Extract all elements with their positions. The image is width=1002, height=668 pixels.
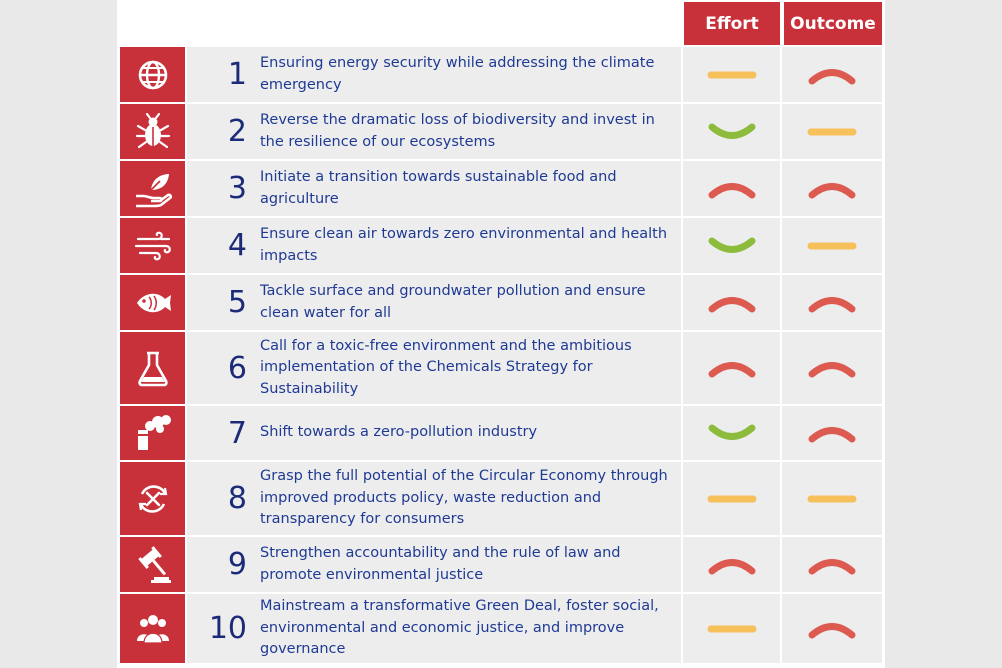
row-text-cell: 3 Initiate a transition towards sustainab…: [187, 161, 681, 216]
gavel-icon: [120, 537, 185, 592]
row-number: 3: [227, 171, 247, 206]
globe-icon: [120, 47, 185, 102]
people-icon: [120, 594, 185, 663]
effort-neutral-mark-icon: [683, 47, 780, 102]
row-number: 6: [227, 350, 247, 386]
hand-leaf-icon: [120, 161, 185, 216]
circular-tools-icon: [120, 462, 185, 535]
effort-good-mark-icon: [683, 218, 780, 273]
row-description: Tackle surface and groundwater pollution…: [260, 283, 646, 321]
row-description: Strengthen accountability and the rule o…: [260, 545, 621, 583]
outcome-bad-mark-icon: [782, 594, 882, 663]
row-description: Reverse the dramatic loss of biodiversit…: [260, 112, 655, 150]
row-description: Ensuring energy security while addressin…: [260, 55, 655, 93]
table-row: 9 Strengthen accountability and the rule …: [120, 537, 882, 592]
outcome-bad-mark-icon: [782, 161, 882, 216]
row-text-cell: 1 Ensuring energy security while addressi…: [187, 47, 681, 102]
row-text-cell: 5 Tackle surface and groundwater pollutio…: [187, 275, 681, 330]
row-text-cell: 4 Ensure clean air towards zero environme…: [187, 218, 681, 273]
outcome-neutral-mark-icon: [782, 104, 882, 159]
fish-icon: [120, 275, 185, 330]
table-row: 10 Mainstream a transformative Green Deal…: [120, 594, 882, 663]
row-number: 7: [227, 415, 247, 451]
row-text-cell: 9 Strengthen accountability and the rule …: [187, 537, 681, 592]
factory-icon: [120, 406, 185, 460]
table-row: 6 Call for a toxic-free environment and t…: [120, 332, 882, 404]
effort-good-mark-icon: [683, 104, 780, 159]
row-description: Call for a toxic-free environment and th…: [260, 337, 632, 397]
effort-bad-mark-icon: [683, 537, 780, 592]
outcome-bad-mark-icon: [782, 332, 882, 404]
row-text-cell: 7 Shift towards a zero-pollution industry: [187, 406, 681, 460]
outcome-bad-mark-icon: [782, 47, 882, 102]
row-description: Shift towards a zero-pollution industry: [260, 424, 538, 441]
row-description: Initiate a transition towards sustainabl…: [260, 169, 617, 207]
row-description: Grasp the full potential of the Circular…: [260, 468, 668, 528]
row-number: 2: [227, 114, 247, 149]
table-row: 1 Ensuring energy security while addressi…: [120, 47, 882, 102]
outcome-neutral-mark-icon: [782, 462, 882, 535]
row-text-cell: 8 Grasp the full potential of the Circula…: [187, 462, 681, 535]
bug-icon: [120, 104, 185, 159]
row-number: 5: [227, 285, 247, 320]
row-number: 9: [227, 547, 247, 582]
table-row: 8 Grasp the full potential of the Circula…: [120, 462, 882, 535]
outcome-header: Outcome: [784, 2, 882, 45]
row-number: 4: [227, 228, 247, 263]
row-description: Mainstream a transformative Green Deal, …: [260, 598, 659, 658]
outcome-bad-mark-icon: [782, 537, 882, 592]
table-row: 5 Tackle surface and groundwater pollutio…: [120, 275, 882, 330]
row-text-cell: 10 Mainstream a transformative Green Deal…: [187, 594, 681, 663]
row-text-cell: 2 Reverse the dramatic loss of biodiversi…: [187, 104, 681, 159]
effort-header: Effort: [684, 2, 780, 45]
table-row: 3 Initiate a transition towards sustainab…: [120, 161, 882, 216]
row-number: 1: [227, 57, 247, 92]
wind-icon: [120, 218, 185, 273]
row-number: 10: [208, 611, 247, 646]
effort-bad-mark-icon: [683, 275, 780, 330]
row-number: 8: [227, 481, 247, 516]
effort-neutral-mark-icon: [683, 462, 780, 535]
table-row: 7 Shift towards a zero-pollution industry: [120, 406, 882, 460]
outcome-neutral-mark-icon: [782, 218, 882, 273]
table-row: 4 Ensure clean air towards zero environme…: [120, 218, 882, 273]
effort-bad-mark-icon: [683, 161, 780, 216]
flask-icon: [120, 332, 185, 404]
row-description: Ensure clean air towards zero environmen…: [260, 226, 668, 264]
row-text-cell: 6 Call for a toxic-free environment and t…: [187, 332, 681, 404]
effort-good-mark-icon: [683, 406, 780, 460]
outcome-bad-mark-icon: [782, 275, 882, 330]
table-row: 2 Reverse the dramatic loss of biodiversi…: [120, 104, 882, 159]
effort-neutral-mark-icon: [683, 594, 780, 663]
outcome-bad-mark-icon: [782, 406, 882, 460]
effort-bad-mark-icon: [683, 332, 780, 404]
